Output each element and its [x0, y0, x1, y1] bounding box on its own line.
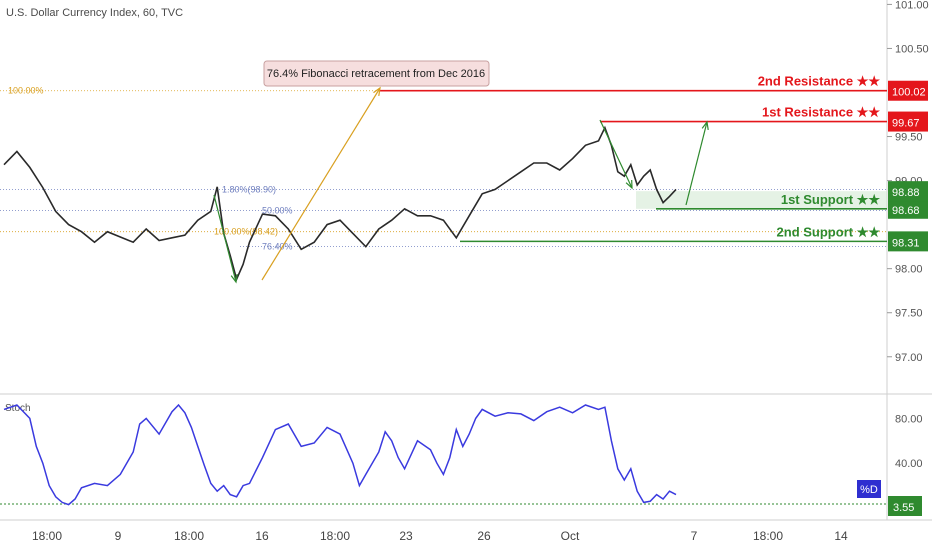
level-price-label: 100.02	[892, 87, 926, 99]
time-axis: 18:00 9 18:00 16 18:00 23 26 Oct 7 18:00 14	[32, 529, 848, 543]
level-price-label: 98.31	[892, 237, 920, 249]
time-tick-label: 26	[477, 529, 491, 543]
time-tick-label: 23	[399, 529, 413, 543]
time-tick-label: 18:00	[32, 529, 62, 543]
zone-top-label: 98.88	[892, 187, 920, 199]
stoch-tick-label: 80.00	[895, 413, 923, 425]
time-tick-label: 16	[255, 529, 269, 543]
price-tick-label: 97.00	[895, 352, 923, 364]
stoch-title: Stoch	[5, 403, 31, 414]
stoch-legend-label: %D	[860, 484, 878, 496]
level-name: 1st Support ★★	[781, 192, 880, 207]
fib-level-label: 76.40%	[262, 242, 293, 252]
time-tick-label: 14	[834, 529, 848, 543]
stoch-axis: 80.00 40.00	[895, 413, 923, 470]
chart-title: U.S. Dollar Currency Index, 60, TVC	[6, 7, 184, 19]
annotation-box: 76.4% Fibonacci retracement from Dec 201…	[263, 60, 490, 87]
price-tick-label: 98.00	[895, 264, 923, 276]
level-name: 2nd Support ★★	[777, 224, 881, 239]
zone-top-tag	[888, 181, 928, 202]
fibonacci-levels: 100.00% 1.80%(98.90) 50.00% 100.00%(98.42) 7…	[0, 86, 887, 252]
support-zone	[636, 191, 887, 209]
level-price-label: 98.68	[892, 205, 920, 217]
arrow-head	[625, 179, 633, 190]
time-tick-label: 9	[115, 529, 122, 543]
price-tick-label: 99.50	[895, 132, 923, 144]
time-tick-label: 18:00	[174, 529, 204, 543]
arrow-head	[373, 86, 381, 96]
time-tick-label: Oct	[561, 529, 580, 543]
annotation-text: 76.4% Fibonacci retracement from Dec 201…	[267, 68, 485, 80]
time-tick-label: 18:00	[753, 529, 783, 543]
projection-arrows	[213, 86, 709, 284]
stoch-level-label: 3.55	[893, 502, 914, 514]
arrow-line	[685, 121, 708, 206]
price-series	[3, 125, 677, 282]
support-resistance-levels: 2nd Resistance ★★ 100.02 1st Resistance ★★…	[380, 74, 928, 252]
arrow-head	[701, 120, 709, 130]
level-price-tag	[888, 80, 928, 101]
price-tick-label: 97.50	[895, 308, 923, 320]
fib-level-label: 50.00%	[262, 206, 293, 216]
arrow-line	[213, 194, 237, 283]
fib-level-label: 100.00%(98.42)	[214, 227, 278, 237]
price-tick-label: 101.00	[895, 0, 929, 11]
level-name: 2nd Resistance ★★	[758, 74, 881, 89]
level-name: 1st Resistance ★★	[762, 105, 880, 120]
stoch-tick-label: 40.00	[895, 458, 923, 470]
time-tick-label: 7	[691, 529, 698, 543]
arrow-line	[261, 87, 381, 281]
level-price-tag	[888, 198, 928, 219]
stoch-level-tag	[888, 496, 922, 516]
fib-level-label: 100.00%	[8, 86, 44, 96]
stoch-d-series	[3, 403, 677, 506]
stoch-legend-badge	[857, 480, 881, 498]
time-tick-label: 18:00	[320, 529, 350, 543]
arrow-line	[599, 119, 633, 189]
fib-level-label: 1.80%(98.90)	[222, 184, 276, 194]
level-price-label: 99.67	[892, 118, 920, 130]
price-tick-label: 100.50	[895, 43, 929, 55]
level-price-tag	[888, 231, 928, 252]
level-price-tag	[888, 111, 928, 132]
arrow-head	[230, 274, 238, 284]
